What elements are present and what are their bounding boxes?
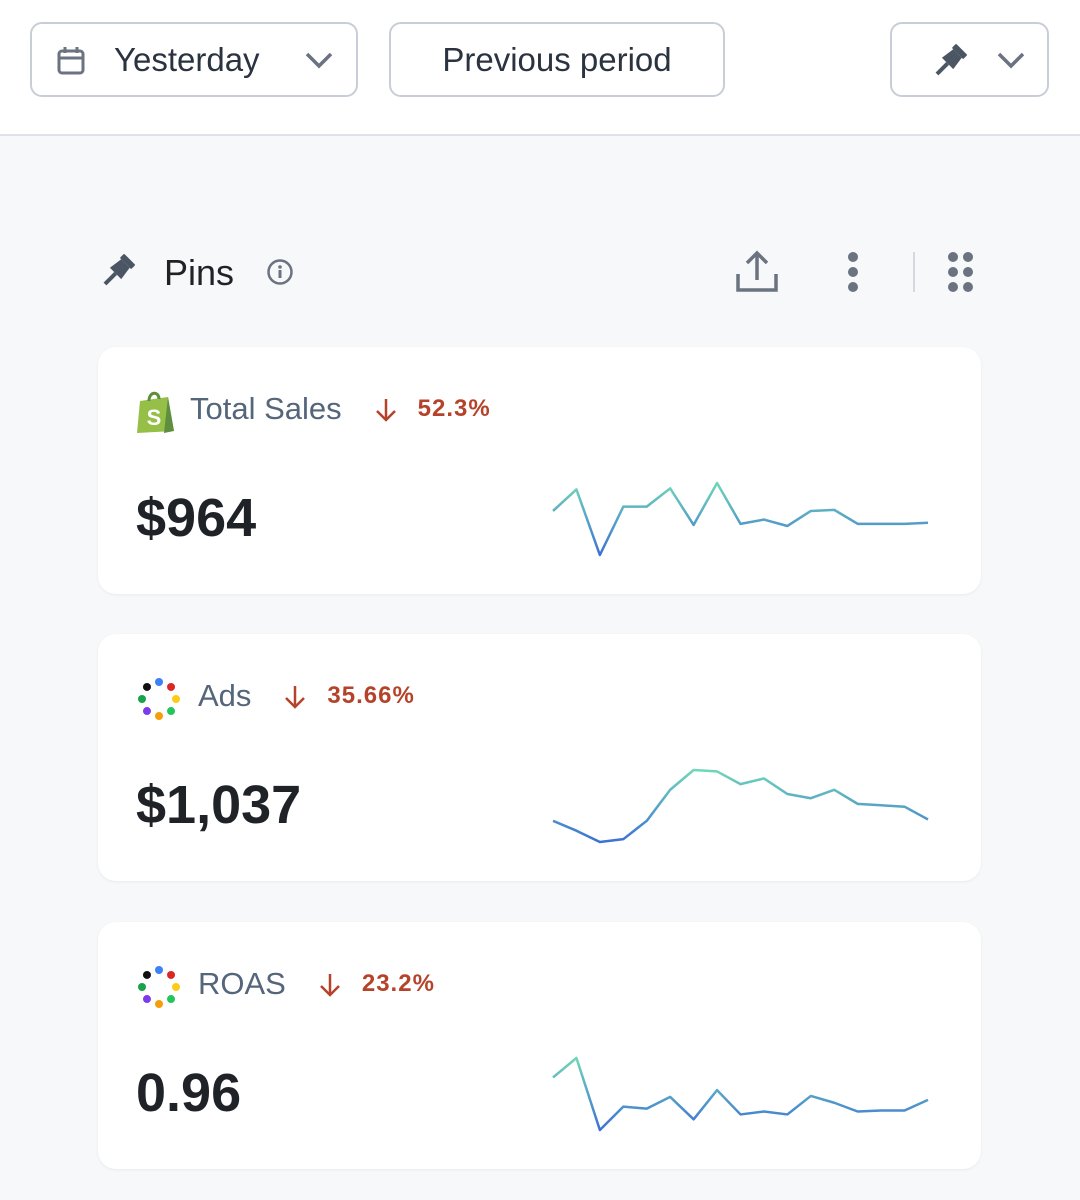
info-icon[interactable] — [266, 258, 294, 286]
pin-dropdown[interactable] — [890, 22, 1049, 97]
ads-icon — [138, 678, 180, 720]
sparkline-line — [552, 768, 929, 844]
export-icon[interactable] — [734, 250, 780, 294]
metric-value: 0.96 — [136, 1063, 242, 1123]
sparkline — [552, 481, 929, 557]
more-icon[interactable] — [842, 250, 864, 294]
down-arrow-icon — [319, 974, 340, 997]
metric-change: 23.2% — [361, 970, 435, 997]
shopify-icon: S — [137, 391, 174, 433]
compare-label: Previous period — [442, 40, 672, 78]
pin-icon — [935, 44, 967, 76]
chevron-icon — [997, 52, 1025, 69]
section-title: Pins — [164, 252, 235, 293]
sparkline — [552, 768, 929, 844]
metric-card[interactable]: S Total Sales 52.3% $964 — [98, 347, 981, 594]
metric-title: ROAS — [198, 966, 286, 1001]
calendar-icon — [57, 47, 85, 75]
metric-change: 52.3% — [417, 395, 491, 422]
metric-title: Total Sales — [190, 391, 342, 426]
down-arrow-icon — [375, 399, 396, 422]
date-range-button[interactable]: Yesterday — [30, 22, 358, 97]
toolbar: Yesterday Previous period — [0, 0, 1080, 136]
metric-value: $964 — [136, 488, 257, 548]
down-arrow-icon — [285, 686, 306, 709]
metric-card[interactable]: Ads 35.66% $1,037 — [98, 634, 981, 881]
drag-icon[interactable] — [946, 250, 976, 294]
ads-icon — [138, 966, 180, 1008]
metric-title: Ads — [198, 678, 252, 713]
divider — [913, 252, 915, 292]
sparkline-line — [552, 481, 929, 557]
metric-card[interactable]: ROAS 23.2% 0.96 — [98, 922, 981, 1169]
compare-button[interactable]: Previous period — [389, 22, 725, 97]
date-range-label: Yesterday — [114, 40, 260, 78]
metric-value: $1,037 — [136, 775, 302, 835]
chevron-icon — [305, 52, 333, 69]
sparkline — [552, 1056, 929, 1132]
sparkline-line — [552, 1056, 929, 1132]
metric-change: 35.66% — [327, 682, 415, 709]
svg-text:S: S — [147, 405, 162, 430]
pins-icon — [103, 254, 135, 286]
